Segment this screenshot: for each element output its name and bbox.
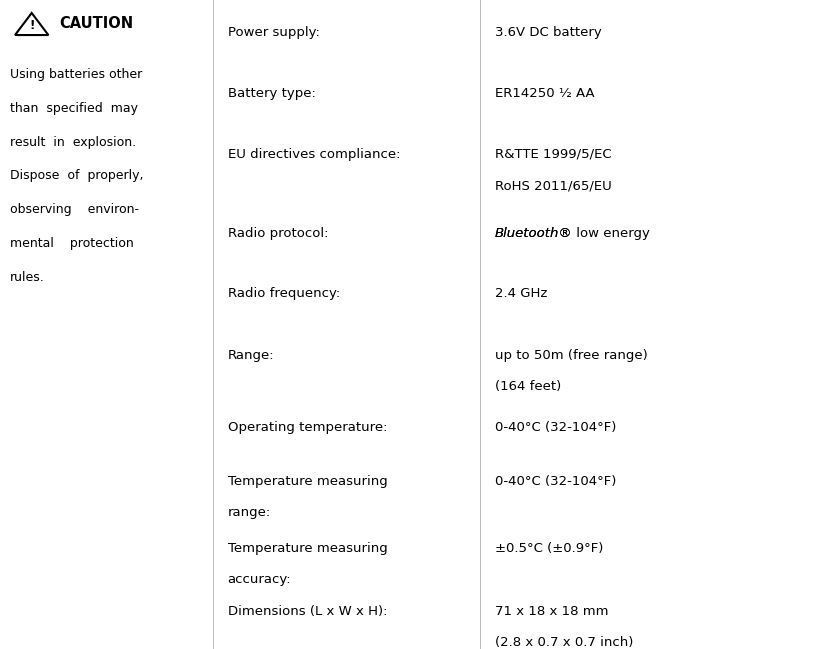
Text: ER14250 ½ AA: ER14250 ½ AA <box>495 87 594 100</box>
Text: !: ! <box>29 19 34 32</box>
Text: accuracy:: accuracy: <box>228 573 291 586</box>
Text: Range:: Range: <box>228 349 274 362</box>
Text: range:: range: <box>228 506 271 519</box>
Text: Bluetooth®: Bluetooth® <box>495 227 572 240</box>
Text: EU directives compliance:: EU directives compliance: <box>228 148 400 161</box>
Text: rules.: rules. <box>10 271 45 284</box>
Text: Using batteries other: Using batteries other <box>10 68 143 81</box>
Text: Power supply:: Power supply: <box>228 26 319 39</box>
Text: than  specified  may: than specified may <box>10 102 138 115</box>
Text: 71 x 18 x 18 mm: 71 x 18 x 18 mm <box>495 605 608 618</box>
Text: Battery type:: Battery type: <box>228 87 315 100</box>
Text: Temperature measuring: Temperature measuring <box>228 542 388 555</box>
Text: 3.6V DC battery: 3.6V DC battery <box>495 26 601 39</box>
Text: mental    protection: mental protection <box>10 237 133 250</box>
Text: up to 50m (free range): up to 50m (free range) <box>495 349 647 362</box>
Text: Radio protocol:: Radio protocol: <box>228 227 329 240</box>
Text: Dispose  of  properly,: Dispose of properly, <box>10 169 143 182</box>
Text: low energy: low energy <box>572 227 650 240</box>
Text: observing    environ-: observing environ- <box>10 203 139 216</box>
Text: result  in  explosion.: result in explosion. <box>10 136 136 149</box>
Text: ±0.5°C (±0.9°F): ±0.5°C (±0.9°F) <box>495 542 603 555</box>
Text: R&TTE 1999/5/EC: R&TTE 1999/5/EC <box>495 148 611 161</box>
Text: (164 feet): (164 feet) <box>495 380 560 393</box>
Text: 2.4 GHz: 2.4 GHz <box>495 287 547 300</box>
Text: Temperature measuring: Temperature measuring <box>228 475 388 488</box>
Text: CAUTION: CAUTION <box>59 16 133 31</box>
Text: RoHS 2011/65/EU: RoHS 2011/65/EU <box>495 179 611 192</box>
Text: Operating temperature:: Operating temperature: <box>228 421 387 434</box>
Text: 0-40°C (32-104°F): 0-40°C (32-104°F) <box>495 475 616 488</box>
Text: Radio frequency:: Radio frequency: <box>228 287 340 300</box>
Text: Dimensions (L x W x H):: Dimensions (L x W x H): <box>228 605 387 618</box>
Text: 0-40°C (32-104°F): 0-40°C (32-104°F) <box>495 421 616 434</box>
Text: (2.8 x 0.7 x 0.7 inch): (2.8 x 0.7 x 0.7 inch) <box>495 636 633 649</box>
Text: Bluetooth®: Bluetooth® <box>495 227 572 240</box>
